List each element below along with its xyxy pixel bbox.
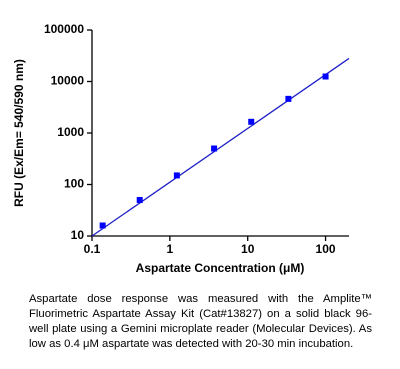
data-point <box>173 172 180 179</box>
x-tick-label: 10 <box>241 242 255 256</box>
data-point <box>136 197 143 204</box>
x-tick-label: 1 <box>167 242 174 256</box>
y-tick-label: 10 <box>71 228 85 242</box>
data-point <box>322 73 329 80</box>
data-point <box>99 222 106 229</box>
y-axis-title: RFU (Ex/Em= 540/590 nm) <box>12 59 26 207</box>
x-tick-label: 100 <box>316 242 336 256</box>
chart: Aspartate Concentration (μM) RFU (Ex/Em=… <box>12 22 350 275</box>
y-tick-label: 10000 <box>51 74 85 88</box>
y-tick-label: 1000 <box>57 125 84 139</box>
caption: Aspartate dose response was measured wit… <box>29 293 372 350</box>
data-point <box>248 118 255 125</box>
data-point <box>211 145 218 152</box>
y-tick-label: 100 <box>64 177 84 191</box>
data-point <box>285 95 292 102</box>
y-tick-label: 100000 <box>44 22 84 36</box>
x-axis-title: Aspartate Concentration (μM) <box>136 261 305 275</box>
fit-line <box>91 57 350 237</box>
x-tick-label: 0.1 <box>84 242 101 256</box>
